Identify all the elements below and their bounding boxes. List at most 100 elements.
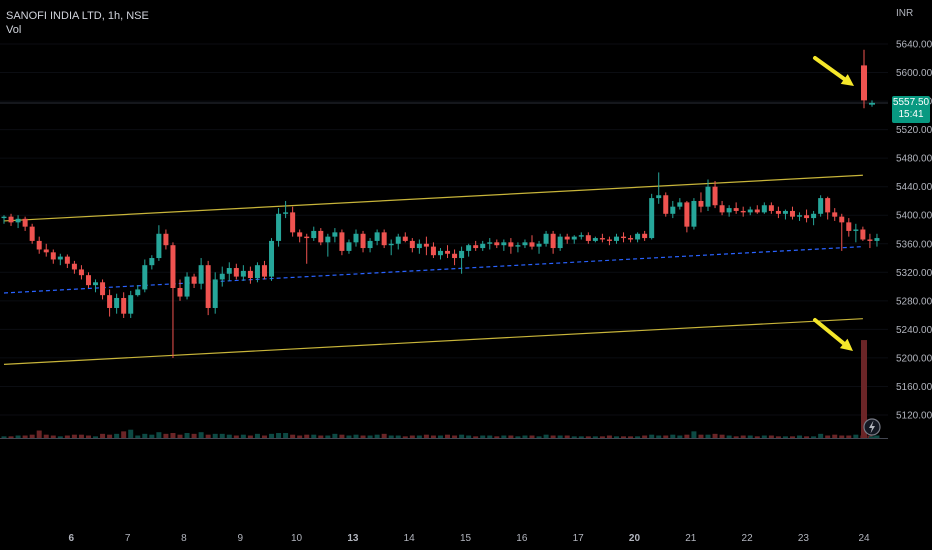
volume-bars <box>0 340 888 439</box>
candle <box>121 292 127 318</box>
candle <box>325 233 331 257</box>
channel-lower-line[interactable] <box>3 318 863 365</box>
candle-body <box>726 208 732 213</box>
volume-bar <box>754 436 760 438</box>
candle <box>339 229 345 256</box>
volume-bar <box>818 433 824 438</box>
price-grid <box>0 43 888 416</box>
candle-body <box>557 236 563 249</box>
channel-upper-line[interactable] <box>3 174 863 222</box>
candle-body <box>670 206 676 214</box>
volume-bar <box>416 435 422 438</box>
candle-body <box>50 252 56 260</box>
y-tick-label: 5320.00 <box>896 268 932 279</box>
candle-body <box>156 233 162 259</box>
candle <box>761 202 767 214</box>
candle-body <box>571 236 577 240</box>
candle <box>719 200 725 216</box>
y-tick-label: 5280.00 <box>896 296 932 307</box>
volume-bar <box>733 436 739 438</box>
candle-body <box>198 265 204 284</box>
candle <box>642 230 648 241</box>
volume-bar <box>874 435 880 438</box>
candle-body <box>226 268 232 274</box>
candle <box>670 200 676 219</box>
x-tick-label: 6 <box>68 533 74 544</box>
candle-body <box>782 210 788 214</box>
candle <box>571 235 577 244</box>
candle-body <box>754 209 760 213</box>
candle <box>29 223 35 244</box>
volume-bar <box>29 434 35 438</box>
volume-bar <box>64 435 70 438</box>
candle <box>543 230 549 247</box>
candle-body <box>797 215 803 217</box>
volume-bar <box>557 435 563 438</box>
volume-bar <box>353 434 359 438</box>
volume-bar <box>825 435 831 438</box>
candle-body <box>135 289 141 296</box>
candle <box>684 200 690 233</box>
candle <box>691 198 697 230</box>
candle <box>846 218 852 237</box>
candle-body <box>325 236 331 243</box>
candle-body <box>839 216 845 223</box>
candle-body <box>22 218 28 227</box>
volume-bar <box>346 435 352 438</box>
candle-body <box>381 232 387 246</box>
candle <box>254 262 260 283</box>
candle <box>782 209 788 220</box>
candle-body <box>860 229 866 240</box>
volume-bar <box>423 434 429 438</box>
candle-body <box>437 250 443 256</box>
volume-bar <box>578 436 584 438</box>
candle <box>50 249 56 264</box>
x-tick-label: 7 <box>125 533 131 544</box>
volume-bar <box>635 436 641 438</box>
volume-bar <box>861 340 867 438</box>
volume-bar <box>36 430 42 438</box>
volume-bar <box>663 435 669 438</box>
last-price-badge: 5557.50 15:41 <box>892 96 930 123</box>
candle <box>677 198 683 210</box>
x-tick-label: 22 <box>742 533 754 544</box>
annotation-arrows <box>813 56 854 351</box>
candle <box>135 285 141 297</box>
candle <box>395 233 401 250</box>
candle-body <box>789 210 795 217</box>
candle-body <box>402 236 408 241</box>
volume-bar <box>459 434 465 438</box>
volume-bar <box>395 435 401 438</box>
volume-bar <box>367 435 373 438</box>
volume-bar <box>226 434 232 438</box>
candle-body <box>78 269 84 276</box>
volume-bar <box>142 433 148 438</box>
y-tick-label: 5400.00 <box>896 211 932 222</box>
x-tick-label: 20 <box>629 533 641 544</box>
candle <box>114 293 120 314</box>
volume-bar <box>121 431 127 438</box>
candle-body <box>466 245 472 251</box>
volume-bar <box>466 435 472 438</box>
candle <box>621 232 627 243</box>
volume-bar <box>381 433 387 438</box>
candle-body <box>768 205 774 211</box>
volume-bar <box>50 435 56 438</box>
arrow-shaft <box>813 318 846 346</box>
candle <box>15 215 21 229</box>
candle <box>550 230 556 254</box>
candle-body <box>761 205 767 213</box>
volume-bar <box>621 436 627 438</box>
volume-bar <box>768 435 774 438</box>
candle <box>409 238 415 253</box>
candle <box>226 262 232 281</box>
currency-label: INR <box>896 8 914 19</box>
candle <box>515 242 521 253</box>
flash-icon[interactable] <box>863 418 881 436</box>
candle-body <box>635 233 641 240</box>
candle-body <box>747 209 753 213</box>
candle-body <box>804 215 810 219</box>
volume-bar <box>494 436 500 438</box>
volume-bar <box>114 433 120 438</box>
